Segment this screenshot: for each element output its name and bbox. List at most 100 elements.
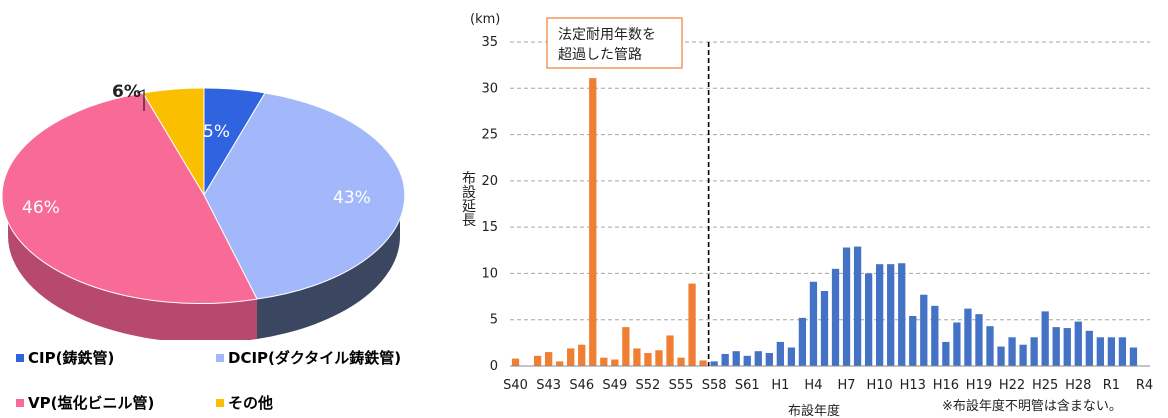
x-tick-label: H7: [838, 378, 856, 393]
bar-H11: [887, 264, 895, 366]
x-axis-ticks: S40 S43 S46 S49 S52 S55 S58 S61 H1 H4 H7 H10 H13 H16 H…: [503, 378, 1153, 393]
x-axis-label: 布設年度: [788, 403, 840, 418]
pie-label-other: 6%: [112, 82, 141, 102]
x-tick-label: S55: [669, 378, 694, 393]
legend-label-cip: CIP(鋳鉄管): [28, 349, 115, 367]
bar-H13: [909, 316, 917, 366]
x-tick-label: S40: [503, 378, 528, 393]
y-tick-label: 5: [490, 313, 498, 328]
bar-S59: [721, 353, 729, 366]
bar-H29: [1085, 330, 1093, 366]
bar-S58: [710, 361, 718, 366]
x-tick-label: S43: [536, 378, 561, 393]
y-tick-label: 30: [481, 81, 498, 96]
bar-H16: [942, 341, 950, 366]
legend-label-other: その他: [228, 394, 274, 412]
bar-H30: [1096, 337, 1104, 366]
bar-H18: [964, 308, 972, 366]
pie-side-dcip: [257, 195, 401, 339]
bar-S46: [578, 344, 586, 366]
bar-S54: [666, 335, 674, 366]
bar-H2: [787, 347, 796, 366]
x-tick-label: H1: [771, 378, 789, 393]
x-tick-label: H4: [804, 378, 822, 393]
bar-S45: [567, 348, 575, 366]
legend-item-cip: CIP(鋳鉄管): [16, 347, 114, 368]
annotation-line-1: 法定耐用年数を: [558, 27, 656, 43]
legend-swatch-dcip: [216, 354, 224, 362]
bar-S61: [743, 355, 751, 366]
bar-S57: [699, 360, 707, 366]
y-tick-label: 0: [490, 359, 498, 374]
bar-R3: [1129, 347, 1138, 366]
grid-lines: [510, 41, 1150, 321]
x-tick-label: S49: [602, 378, 627, 393]
y-unit-label: (km): [470, 12, 500, 27]
pie-slice-vp: [1, 92, 258, 305]
pie-label-other-leader: [136, 89, 145, 111]
legend-swatch-vp: [16, 399, 24, 407]
pie-label-vp: 46%: [22, 198, 60, 218]
bar-H22: [1008, 337, 1016, 366]
bar-S49: [611, 359, 619, 366]
bar-S48: [600, 357, 608, 366]
bar-H8: [853, 246, 862, 366]
bar-H27: [1063, 328, 1071, 366]
bar-H17: [953, 322, 961, 366]
y-tick-label: 10: [481, 266, 498, 281]
bar-H7: [842, 247, 851, 366]
x-tick-label: S52: [636, 378, 661, 393]
x-tick-label: S61: [735, 378, 760, 393]
bar-S40: [511, 358, 520, 366]
bar-H26: [1052, 327, 1060, 366]
bar-H10: [876, 264, 884, 366]
bar-H14: [920, 294, 928, 366]
bar-S51: [633, 348, 641, 366]
bar-H28: [1074, 321, 1082, 366]
bar-S60: [732, 351, 740, 366]
bar-S63: [765, 353, 773, 366]
x-tick-label: H13: [900, 378, 926, 393]
pie-label-dcip: 43%: [333, 188, 371, 208]
pie-slice-dcip: [203, 92, 406, 300]
y-tick-label: 35: [481, 35, 498, 50]
bar-R2: [1118, 337, 1127, 366]
legend-swatch-other: [216, 399, 224, 407]
x-tick-label: R1: [1103, 378, 1120, 393]
y-tick-label: 25: [481, 128, 498, 143]
bar-H4: [809, 281, 818, 366]
legend-item-other: その他: [216, 392, 273, 413]
pie-chart: 5% 43% 46% 6%: [1, 82, 406, 340]
bar-H21: [997, 346, 1005, 366]
y-axis-ticks: 0 5 10 15 20 25 30 35: [481, 35, 498, 374]
legend-label-vp: VP(塩化ビニル管): [28, 394, 155, 412]
bar-H3: [798, 317, 807, 366]
bar-chart: 0 5 10 15 20 25 30 35 S40 S43 S46 S49 S52 S55 S58 S61 H…: [462, 12, 1153, 418]
legend-label-dcip: DCIP(ダクタイル鋳鉄管): [228, 349, 402, 367]
x-tick-label: H10: [866, 378, 892, 393]
bar-H5: [820, 291, 829, 366]
bar-S50: [622, 327, 630, 366]
annotation-text: 法定耐用年数を 超過した管路: [558, 27, 660, 63]
bar-S55: [677, 357, 685, 366]
bar-S62: [754, 351, 762, 366]
annotation-line-2: 超過した管路: [558, 47, 642, 63]
bar-H12: [898, 263, 906, 366]
y-tick-label: 15: [481, 220, 498, 235]
bar-H9: [864, 273, 873, 366]
x-tick-label: H22: [999, 378, 1025, 393]
x-tick-label: S58: [702, 378, 727, 393]
bar-S47: [589, 78, 597, 366]
bar-H20: [986, 326, 994, 366]
bar-H19: [975, 314, 983, 366]
legend-item-vp: VP(塩化ビニル管): [16, 392, 154, 413]
y-tick-label: 20: [481, 174, 498, 189]
bar-H24: [1030, 337, 1038, 366]
x-tick-label: H25: [1032, 378, 1058, 393]
bar-H15: [931, 305, 939, 366]
annotation-box: [546, 17, 683, 69]
bar-H25: [1041, 311, 1049, 366]
bar-S56: [688, 283, 696, 366]
bar-S43: [544, 352, 553, 366]
x-tick-label: H19: [966, 378, 992, 393]
